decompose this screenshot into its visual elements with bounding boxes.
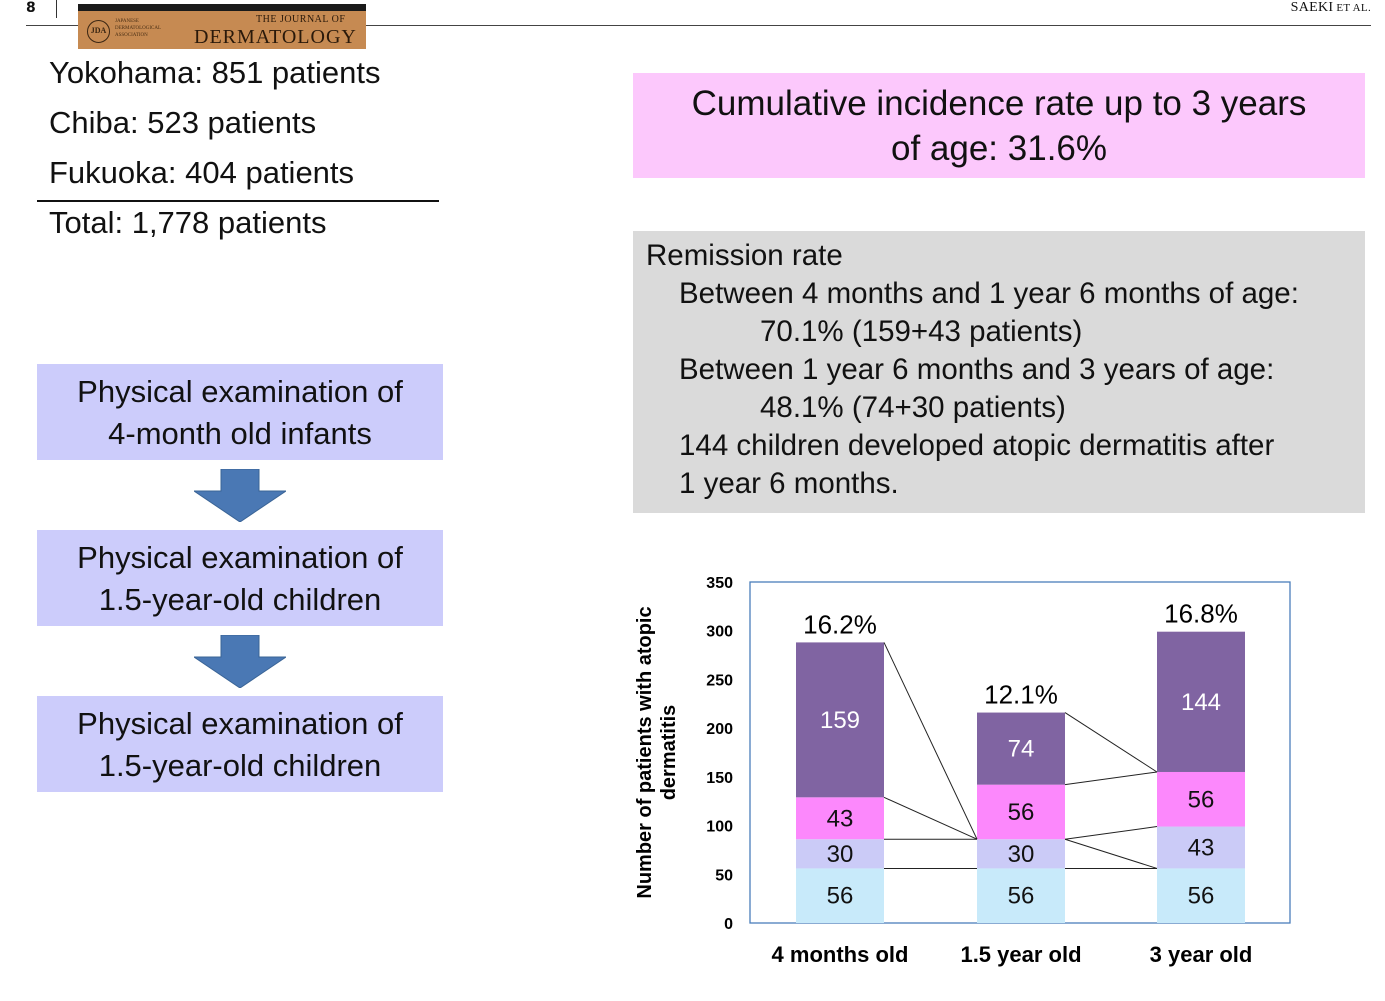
flow-step-3-line2: 1.5-year-old children — [98, 748, 382, 783]
bar-segment-2-1 — [1157, 826, 1245, 869]
y-tick-label-4: 200 — [706, 721, 733, 738]
data-label-0-2: 43 — [827, 805, 854, 832]
x-tick-label-2: 3 year old — [1150, 942, 1253, 967]
connector-line — [1064, 826, 1158, 840]
cumulative-incidence-box: Cumulative incidence rate up to 3 years … — [633, 73, 1365, 178]
connector-line — [1064, 771, 1158, 786]
connector-line — [883, 796, 978, 840]
remission-line1: Between 4 months and 1 year 6 months of … — [679, 277, 1299, 310]
remission-line3: Between 1 year 6 months and 3 years of a… — [679, 353, 1275, 386]
connector-line — [883, 642, 978, 840]
y-tick-label-5: 250 — [706, 672, 733, 689]
data-label-2-2: 56 — [1188, 786, 1215, 813]
bar-annotation-0: 16.2% — [803, 609, 877, 639]
data-label-0-3: 159 — [820, 707, 860, 734]
stacked-bar-chart: 0 50 100 150 200 250 300 350 Number of patients … — [634, 575, 1291, 967]
remission-line6: 1 year 6 months. — [679, 467, 899, 500]
logo-journal-name: DERMATOLOGY — [194, 26, 357, 48]
y-tick-label-2: 100 — [706, 819, 733, 836]
data-label-0-0: 56 — [827, 883, 854, 910]
bar-segment-2-0 — [1157, 868, 1245, 923]
remission-line4: 48.1% (74+30 patients) — [760, 391, 1066, 424]
remission-title: Remission rate — [646, 239, 843, 272]
bar-segment-0-0 — [796, 868, 884, 923]
bar-segment-0-2 — [796, 797, 884, 840]
y-tick-label-3: 150 — [706, 770, 733, 787]
bar-segment-0-3 — [796, 642, 884, 798]
bar-segment-1-1 — [977, 839, 1065, 869]
header-divider — [56, 0, 57, 18]
remission-line5: 144 children developed atopic dermatitis… — [679, 429, 1275, 462]
running-head-authors: SAEKI ET AL. — [1291, 0, 1371, 16]
flow-step-1: Physical examination of 4-month old infa… — [37, 364, 443, 460]
connector-line — [1064, 838, 1158, 869]
down-arrow-icon — [194, 635, 286, 688]
bar-segment-2-3 — [1157, 631, 1245, 772]
page-number: 8 — [26, 0, 36, 16]
x-tick-label-0: 4 months old — [772, 942, 909, 967]
connector-line — [1064, 712, 1158, 773]
logo-journal-prefix: The Journal of — [256, 14, 346, 25]
data-label-1-3: 74 — [1008, 736, 1035, 763]
flow-step-2-line1: Physical examination of — [77, 540, 403, 575]
flow-step-1-line2: 4-month old infants — [108, 416, 372, 451]
flow-step-2-line2: 1.5-year-old children — [98, 582, 382, 617]
logo-association: Japanese Dermatological Association — [115, 19, 161, 38]
bar-segment-0-1 — [796, 839, 884, 869]
x-tick-label-1: 1.5 year old — [960, 942, 1081, 967]
data-label-1-2: 56 — [1008, 799, 1035, 826]
cohort-fukuoka: Fukuoka: 404 patients — [49, 155, 355, 190]
bar-segment-1-2 — [977, 784, 1065, 840]
remission-line2: 70.1% (159+43 patients) — [760, 315, 1083, 348]
bar-annotation-1: 12.1% — [984, 680, 1058, 710]
incidence-line2: of age: 31.6% — [891, 129, 1107, 168]
data-label-1-0: 56 — [1008, 883, 1035, 910]
author-suffix: ET AL. — [1333, 2, 1371, 14]
data-label-1-1: 30 — [1008, 841, 1035, 868]
header-rule — [26, 25, 1371, 26]
y-tick-label-6: 300 — [706, 624, 733, 641]
journal-logo: JDA Japanese Dermatological Association … — [78, 4, 366, 49]
y-tick-label-0: 0 — [724, 916, 733, 933]
flow-step-2: Physical examination of 1.5-year-old chi… — [37, 530, 443, 626]
author-name: SAEKI — [1290, 0, 1334, 15]
bar-segment-1-0 — [977, 868, 1065, 923]
remission-rate-box: Remission rate Between 4 months and 1 ye… — [633, 231, 1365, 513]
y-tick-label-1: 50 — [715, 867, 733, 884]
bar-annotation-2: 16.8% — [1164, 599, 1238, 629]
y-axis-label: Number of patients with atopic dermatitis — [634, 606, 680, 898]
flow-step-3-line1: Physical examination of — [77, 706, 403, 741]
bar-segment-2-2 — [1157, 771, 1245, 827]
total-divider — [37, 200, 439, 202]
data-label-0-1: 30 — [827, 841, 854, 868]
jda-seal-icon: JDA — [87, 20, 110, 43]
bar-segment-1-3 — [977, 712, 1065, 785]
y-tick-label-7: 350 — [706, 575, 733, 592]
data-label-2-0: 56 — [1188, 883, 1215, 910]
cohort-total: Total: 1,778 patients — [49, 205, 327, 240]
cohort-yokohama: Yokohama: 851 patients — [49, 55, 381, 90]
down-arrow-icon — [194, 469, 286, 522]
data-label-2-3: 144 — [1181, 689, 1221, 716]
data-label-2-1: 43 — [1188, 834, 1215, 861]
cohort-chiba: Chiba: 523 patients — [49, 105, 317, 140]
flow-step-3: Physical examination of 1.5-year-old chi… — [37, 696, 443, 792]
flow-step-1-line1: Physical examination of — [77, 374, 403, 409]
incidence-line1: Cumulative incidence rate up to 3 years — [691, 84, 1307, 123]
